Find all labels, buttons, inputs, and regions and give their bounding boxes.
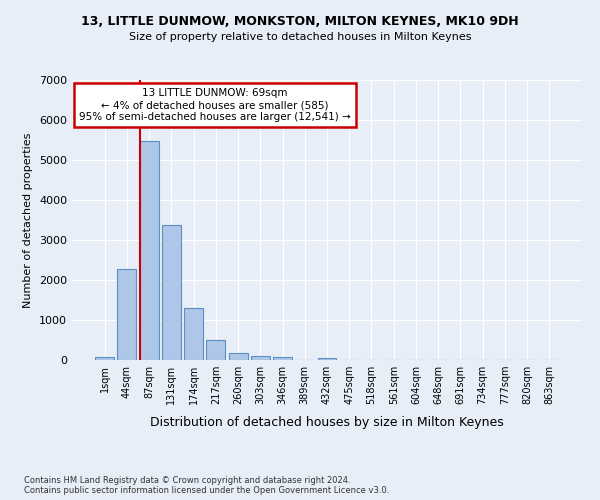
Text: Contains HM Land Registry data © Crown copyright and database right 2024.
Contai: Contains HM Land Registry data © Crown c… xyxy=(24,476,389,495)
Y-axis label: Number of detached properties: Number of detached properties xyxy=(23,132,34,308)
Text: 13, LITTLE DUNMOW, MONKSTON, MILTON KEYNES, MK10 9DH: 13, LITTLE DUNMOW, MONKSTON, MILTON KEYN… xyxy=(81,15,519,28)
Bar xyxy=(206,340,225,360)
Text: Size of property relative to detached houses in Milton Keynes: Size of property relative to detached ho… xyxy=(129,32,471,42)
Bar xyxy=(162,225,181,360)
Bar xyxy=(184,308,203,360)
Bar xyxy=(118,269,136,360)
Bar xyxy=(273,358,292,360)
Bar xyxy=(251,356,270,360)
Text: Distribution of detached houses by size in Milton Keynes: Distribution of detached houses by size … xyxy=(150,416,504,429)
Bar xyxy=(95,357,114,360)
Bar xyxy=(229,353,248,360)
Bar xyxy=(140,141,158,360)
Text: 13 LITTLE DUNMOW: 69sqm
← 4% of detached houses are smaller (585)
95% of semi-de: 13 LITTLE DUNMOW: 69sqm ← 4% of detached… xyxy=(79,88,350,122)
Bar xyxy=(317,358,337,360)
